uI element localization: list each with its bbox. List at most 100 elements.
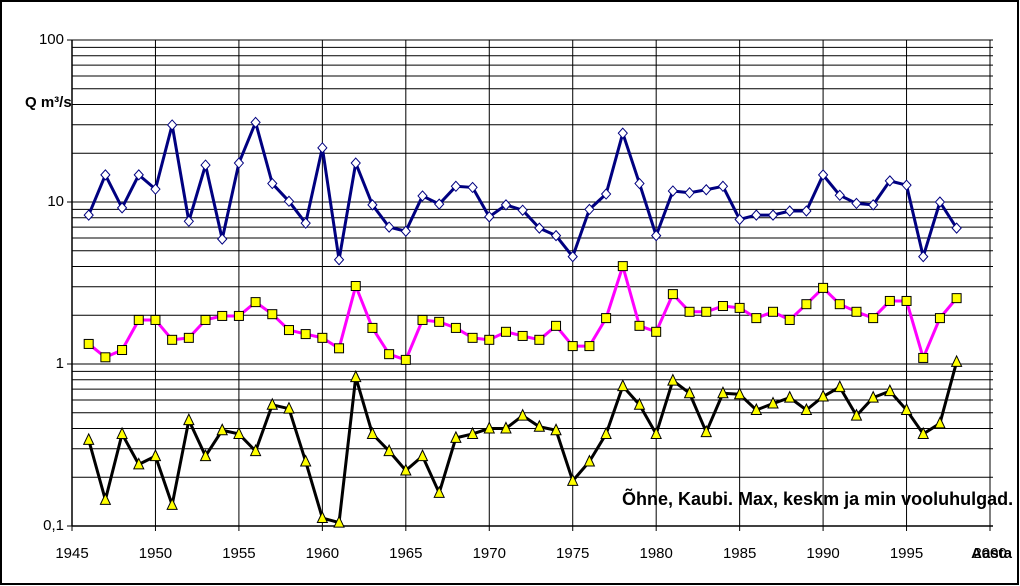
x-tick-label: 1965 bbox=[389, 545, 422, 562]
triangle-marker bbox=[633, 397, 646, 410]
diamond-marker bbox=[584, 203, 595, 216]
diamond-marker bbox=[217, 233, 228, 245]
triangle-marker bbox=[433, 485, 445, 498]
diamond-marker bbox=[367, 199, 378, 211]
square-marker bbox=[751, 313, 762, 324]
square-marker bbox=[701, 306, 712, 317]
diamond-marker bbox=[150, 183, 161, 195]
diamond-marker bbox=[250, 116, 261, 129]
triangle-marker bbox=[349, 369, 362, 383]
diamond-marker bbox=[183, 215, 195, 228]
triangle-marker bbox=[416, 448, 429, 462]
diamond-marker bbox=[801, 205, 812, 217]
triangle-marker bbox=[583, 454, 596, 467]
square-marker bbox=[83, 338, 94, 349]
diamond-marker bbox=[834, 189, 845, 202]
triangle-marker bbox=[500, 421, 512, 434]
triangle-marker bbox=[700, 424, 713, 438]
x-tick-label: 1950 bbox=[139, 545, 172, 562]
triangle-marker bbox=[466, 426, 479, 439]
square-marker bbox=[350, 281, 361, 292]
square-marker bbox=[667, 289, 678, 300]
triangle-marker bbox=[166, 497, 178, 510]
triangle-marker bbox=[533, 419, 546, 432]
diamond-marker bbox=[918, 250, 929, 263]
diamond-marker bbox=[417, 190, 428, 202]
square-marker bbox=[250, 297, 261, 308]
triangle-marker bbox=[733, 387, 746, 400]
square-marker bbox=[434, 316, 445, 327]
diamond-marker bbox=[651, 229, 662, 242]
diamond-marker bbox=[851, 197, 862, 210]
square-marker bbox=[133, 314, 144, 325]
triangle-marker bbox=[316, 510, 329, 524]
square-marker bbox=[317, 332, 328, 343]
triangle-marker bbox=[783, 390, 796, 403]
triangle-marker bbox=[667, 373, 679, 386]
square-marker bbox=[334, 343, 345, 354]
annotation: Õhne, Kaubi. Max, keskm ja min vooluhulg… bbox=[622, 488, 1013, 509]
square-marker bbox=[100, 352, 111, 363]
diamond-marker bbox=[684, 187, 695, 199]
x-tick-label: 1945 bbox=[55, 545, 88, 562]
x-tick-label: 1990 bbox=[806, 545, 839, 562]
diamond-marker bbox=[133, 169, 144, 181]
diamond-marker bbox=[517, 204, 528, 216]
triangle-marker bbox=[400, 463, 412, 476]
square-marker bbox=[484, 334, 495, 345]
triangle-marker bbox=[817, 389, 829, 402]
x-tick-label: 1975 bbox=[556, 545, 589, 562]
x-tick-label: 1960 bbox=[306, 545, 339, 562]
triangle-marker bbox=[149, 448, 162, 462]
diamond-marker bbox=[450, 180, 462, 193]
triangle-marker bbox=[199, 448, 212, 462]
triangle-marker bbox=[800, 402, 813, 416]
diamond-marker bbox=[484, 211, 495, 223]
y-tick-label: 10 bbox=[47, 193, 64, 210]
diamond-marker bbox=[100, 169, 111, 181]
diamond-marker bbox=[83, 209, 94, 221]
diamond-marker bbox=[300, 217, 311, 229]
square-marker bbox=[467, 332, 478, 343]
triangle-marker bbox=[767, 396, 779, 409]
square-marker bbox=[233, 310, 244, 321]
diamond-marker bbox=[550, 229, 562, 242]
x-tick-label: 2000 bbox=[973, 545, 1006, 562]
x-tick-label: 1995 bbox=[890, 545, 923, 562]
square-marker bbox=[634, 320, 645, 331]
triangle-marker bbox=[216, 423, 229, 436]
square-marker bbox=[918, 352, 929, 363]
square-marker bbox=[450, 322, 461, 333]
square-marker bbox=[768, 306, 779, 317]
square-marker bbox=[117, 345, 128, 356]
diamond-marker bbox=[667, 185, 679, 197]
triangle-marker bbox=[82, 432, 95, 445]
triangle-marker bbox=[917, 426, 930, 439]
square-marker bbox=[400, 354, 411, 365]
diamond-marker bbox=[934, 196, 946, 208]
triangle-marker bbox=[934, 416, 946, 429]
square-marker bbox=[951, 293, 962, 304]
diamond-marker bbox=[734, 213, 745, 226]
square-marker bbox=[818, 282, 829, 293]
labels: 0,1 1 10 100 1945 1950 1955 1960 1965 1970 1975 198… bbox=[39, 31, 1007, 562]
square-marker bbox=[200, 314, 211, 325]
triangle-marker bbox=[683, 386, 696, 399]
x-tick-label: 1985 bbox=[723, 545, 756, 562]
square-marker bbox=[834, 299, 845, 310]
diamond-marker bbox=[383, 221, 395, 233]
diamond-marker bbox=[434, 198, 445, 210]
square-marker bbox=[901, 295, 912, 306]
diamond-marker bbox=[233, 157, 245, 169]
square-marker bbox=[517, 330, 528, 341]
triangle-marker bbox=[566, 473, 579, 486]
diamond-marker bbox=[767, 209, 779, 221]
y-axis-label: Q m³/s bbox=[25, 94, 72, 111]
square-marker bbox=[551, 320, 562, 331]
diamond-marker bbox=[751, 209, 762, 221]
triangle-marker bbox=[550, 423, 562, 436]
diamond-marker bbox=[333, 254, 345, 266]
square-marker bbox=[884, 295, 895, 306]
square-marker bbox=[851, 306, 862, 317]
square-marker bbox=[684, 306, 695, 317]
